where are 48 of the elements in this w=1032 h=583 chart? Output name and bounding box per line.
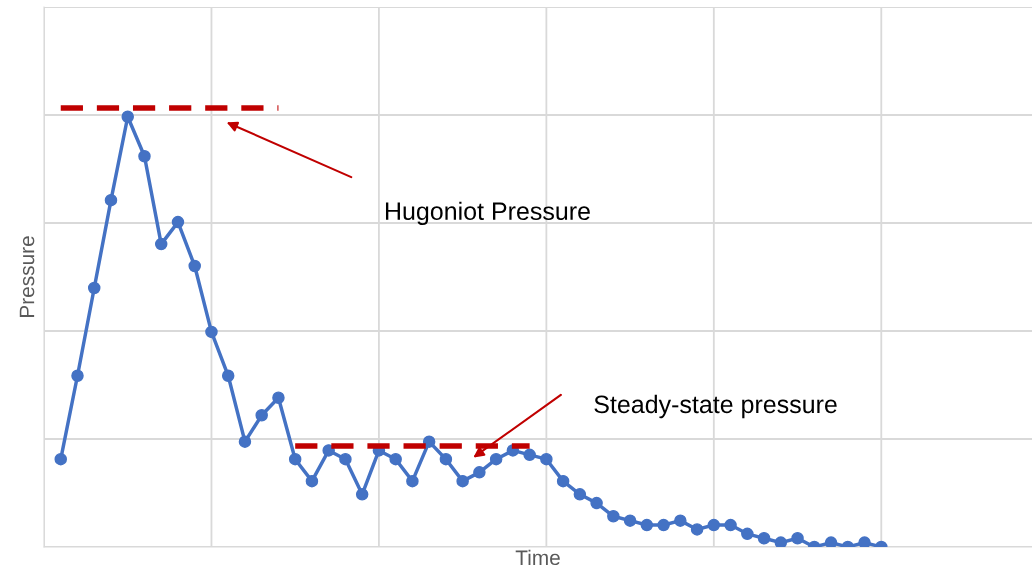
point: [422, 435, 436, 448]
point: [674, 514, 687, 527]
point: [657, 518, 670, 532]
point: [288, 452, 302, 466]
point: [205, 325, 218, 339]
annotation: Steady-state pressure: [594, 394, 837, 419]
point: [238, 435, 252, 448]
point: [774, 536, 788, 547]
point: [473, 466, 486, 479]
point: [741, 527, 754, 541]
point: [724, 518, 737, 532]
point: [389, 452, 402, 466]
point: [489, 452, 503, 466]
point: [138, 150, 151, 163]
point: [640, 518, 654, 532]
point: [858, 536, 871, 547]
point: [707, 518, 721, 532]
point: [690, 523, 704, 536]
point: [573, 488, 587, 501]
point: [523, 448, 536, 462]
point: [221, 369, 235, 383]
point: [54, 452, 67, 466]
point: [439, 452, 453, 466]
point: [540, 452, 553, 466]
point: [556, 474, 570, 488]
point: [623, 514, 637, 527]
point: [87, 281, 101, 295]
y-axis-title: Pressure: [19, 236, 35, 317]
point: [406, 474, 419, 488]
point: [272, 391, 285, 404]
point: [171, 215, 185, 229]
point: [757, 531, 771, 545]
point: [121, 110, 134, 124]
point: [71, 369, 84, 383]
point: [188, 259, 201, 273]
point: [824, 536, 838, 547]
point: [104, 193, 118, 207]
point: [154, 237, 168, 251]
point: [305, 474, 319, 488]
point: [339, 452, 352, 466]
point: [255, 409, 268, 422]
annotation: Hugoniot Pressure: [385, 201, 590, 225]
point: [607, 510, 620, 523]
point: [456, 474, 469, 488]
x-axis-title: Time: [515, 549, 560, 566]
point: [590, 496, 603, 510]
point: [355, 488, 369, 501]
point: [791, 531, 804, 545]
